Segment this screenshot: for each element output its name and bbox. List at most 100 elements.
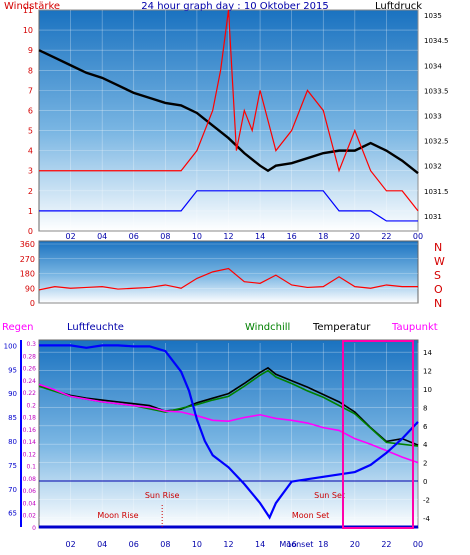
- annotation-label: Moon Set: [292, 511, 329, 520]
- panel2-left-tick: 270: [20, 255, 35, 264]
- panel3-x-tick: 18: [318, 540, 328, 549]
- panel1-right-tick: 1031: [424, 213, 442, 221]
- annotation-label: Moonset: [279, 540, 313, 549]
- panel1-background: [38, 9, 419, 232]
- humidity-tick: 65: [8, 510, 17, 518]
- annotation-label: Sun Set: [314, 491, 345, 500]
- panel2-background: [38, 240, 419, 304]
- temp-tick: 12: [423, 368, 432, 376]
- panel3-background: [38, 339, 419, 529]
- panel3-x-tick: 16: [287, 540, 297, 549]
- panel1-x-tick: 22: [381, 232, 391, 241]
- legend-item: Luftfeuchte: [67, 322, 124, 333]
- panel2-direction-label: O: [434, 283, 443, 296]
- panel1-left-tick: 7: [28, 86, 33, 95]
- humidity-tick: 80: [8, 438, 17, 446]
- panel3-x-tick: 20: [350, 540, 360, 549]
- panel1-x-tick: 02: [65, 232, 75, 241]
- panel1-right-tick: 1034.5: [424, 37, 449, 45]
- panel1-x-tick: 06: [129, 232, 139, 241]
- panel1-left-tick: 2: [28, 187, 33, 196]
- panel1-x-tick: 08: [160, 232, 170, 241]
- panel1-x-tick: 18: [318, 232, 328, 241]
- panel1-series-1: [39, 9, 419, 212]
- rain-tick: 0.16: [23, 427, 37, 434]
- legend-item: Regen: [2, 322, 34, 333]
- legend-item: Taupunkt: [391, 322, 438, 333]
- rain-tick: 0.04: [23, 500, 37, 507]
- panel3-series-0: [38, 366, 419, 446]
- panel3-x-tick: 12: [223, 540, 233, 549]
- panel1-left-tick: 6: [28, 106, 33, 115]
- rain-tick: 0: [32, 525, 36, 532]
- rain-tick: 0.14: [23, 439, 37, 446]
- temp-tick: 0: [423, 478, 427, 486]
- temp-tick: 10: [423, 386, 432, 394]
- panel1-right-tick: 1035: [424, 12, 442, 20]
- panel3-x-tick: 04: [97, 540, 107, 549]
- rain-tick: 0.02: [23, 513, 37, 520]
- panel1-right-label: Luftdruck: [375, 1, 422, 12]
- panel1-right-tick: 1033.5: [424, 87, 449, 95]
- panel1-left-tick: 5: [28, 127, 33, 136]
- humidity-tick: 75: [8, 462, 17, 470]
- temp-tick: 6: [423, 423, 428, 431]
- rain-tick: 0.28: [23, 353, 37, 360]
- humidity-tick: 90: [8, 390, 17, 398]
- panel1-left-tick: 4: [28, 147, 33, 156]
- panel1-right-tick: 1033: [424, 112, 442, 120]
- panel1-left-tick: 10: [23, 26, 33, 35]
- panel1-right-tick: 1034: [424, 62, 442, 70]
- rain-tick: 0.08: [23, 476, 37, 483]
- panel1-x-tick: 04: [97, 232, 107, 241]
- panel3-x-tick: 00: [413, 540, 423, 549]
- panel2-direction-label: W: [434, 255, 445, 268]
- temp-tick: 8: [423, 404, 427, 412]
- rain-tick: 0.2: [26, 402, 36, 409]
- panel1-x-tick: 20: [350, 232, 360, 241]
- panel1-left-label: Windstärke: [4, 1, 60, 12]
- rain-tick: 0.12: [23, 451, 37, 458]
- rain-tick: 0.06: [23, 488, 37, 495]
- rain-tick: 0.1: [26, 464, 36, 471]
- panel2-direction-label: N: [434, 297, 442, 310]
- rain-tick: 0.22: [23, 390, 37, 397]
- panel1-right-tick: 1032.5: [424, 138, 449, 146]
- panel1-series-2: [39, 190, 418, 222]
- temp-tick: -4: [423, 515, 431, 523]
- humidity-tick: 70: [8, 486, 17, 494]
- humidity-tick: 85: [8, 414, 17, 422]
- panel3-x-tick: 08: [160, 540, 170, 549]
- rain-tick: 0.24: [23, 378, 37, 385]
- annotation-label: Sun Rise: [145, 491, 180, 500]
- panel2-direction-label: N: [434, 241, 442, 254]
- temp-tick: 4: [423, 441, 428, 449]
- panel3-x-tick: 14: [255, 540, 265, 549]
- panel3-x-tick: 02: [65, 540, 75, 549]
- panel1-left-tick: 8: [28, 66, 33, 75]
- panel2-left-tick: 360: [20, 240, 35, 249]
- panel1-x-tick: 12: [223, 232, 233, 241]
- panel3-x-tick: 06: [129, 540, 139, 549]
- panel2-series-0: [38, 267, 418, 291]
- rain-tick: 0.18: [23, 415, 37, 422]
- legend-item: Temperatur: [312, 322, 371, 333]
- panel1-x-tick: 10: [192, 232, 202, 241]
- rain-tick: 0.3: [26, 341, 36, 348]
- panel2-left-tick: 90: [25, 284, 35, 293]
- night-highlight-box: [342, 340, 414, 529]
- panel1-right-tick: 1031.5: [424, 188, 449, 196]
- panel1-x-tick: 00: [413, 232, 423, 241]
- legend-item: Windchill: [245, 322, 290, 333]
- panel1-x-tick: 14: [255, 232, 265, 241]
- panel1-left-tick: 9: [28, 46, 33, 55]
- panel2-left-tick: 180: [20, 270, 35, 279]
- temp-tick: 2: [423, 460, 427, 468]
- panel1-x-tick: 16: [287, 232, 297, 241]
- annotation-label: Moon Rise: [97, 511, 138, 520]
- panel1-title: 24 hour graph day : 10 Oktober 2015: [141, 1, 328, 12]
- humidity-tick: 100: [4, 342, 17, 350]
- rain-tick: 0.26: [23, 366, 37, 373]
- panel1-left-tick: 11: [23, 6, 33, 15]
